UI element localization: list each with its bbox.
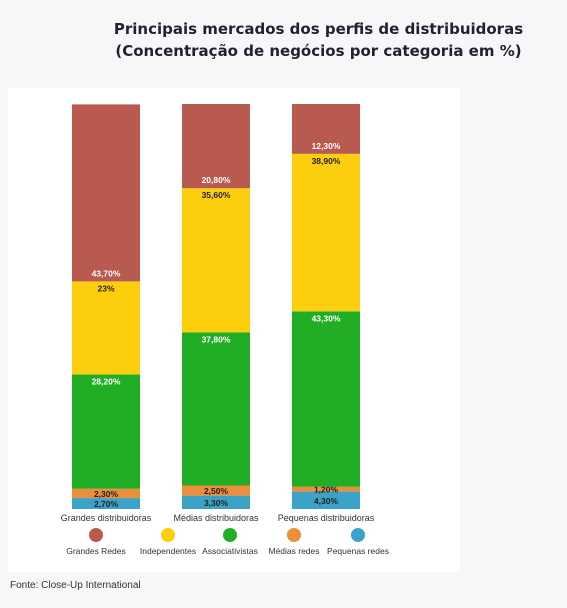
category-label: Pequenas distribuidoras xyxy=(278,513,375,523)
data-label: 28,20% xyxy=(92,377,121,387)
bar-segment xyxy=(72,374,140,489)
chart-card: 2,70% 2,30% 28,20% 23% 43,70% Grandes distrib… xyxy=(8,88,460,572)
bar-segment xyxy=(182,485,250,496)
bar-segment xyxy=(72,104,140,282)
chart-title-line1: Principais mercados dos perfis de distri… xyxy=(113,20,524,38)
category-label: Grandes distribuidoras xyxy=(61,513,152,523)
legend-marker xyxy=(351,528,365,542)
bar-segment xyxy=(182,188,250,333)
legend-label: Independentes xyxy=(140,546,196,556)
chart-title-line2: (Concentração de negócios por categoria … xyxy=(115,42,522,60)
legend-marker xyxy=(223,528,237,542)
bar-segment xyxy=(182,104,250,189)
legend-label: Médias redes xyxy=(268,546,319,556)
data-label: 23% xyxy=(97,283,114,293)
bar-segment xyxy=(292,153,360,312)
bar-segment xyxy=(292,104,360,154)
bar-segment xyxy=(72,488,140,499)
data-label: 4,30% xyxy=(314,496,339,506)
category-label: Médias distribuidoras xyxy=(173,513,259,523)
legend-label: Grandes Redes xyxy=(66,546,126,556)
bar-segment xyxy=(292,491,360,509)
bar-segment xyxy=(292,311,360,487)
data-label: 38,90% xyxy=(312,156,341,166)
data-label: 35,60% xyxy=(202,190,231,200)
data-label: 1,20% xyxy=(314,485,339,495)
legend-marker xyxy=(89,528,103,542)
data-label: 2,70% xyxy=(94,499,119,509)
legend-marker xyxy=(161,528,175,542)
bar-segment xyxy=(292,486,360,492)
data-label: 2,50% xyxy=(204,486,229,496)
legend-label: Associativistas xyxy=(202,546,258,556)
data-label: 20,80% xyxy=(202,175,231,185)
data-label: 43,70% xyxy=(92,268,121,278)
bar-segment xyxy=(72,281,140,375)
legend-label: Pequenas redes xyxy=(327,546,389,556)
source-note: Fonte: Close-Up International xyxy=(10,580,141,591)
data-label: 2,30% xyxy=(94,489,119,499)
chart-title: Principais mercados dos perfis de distri… xyxy=(0,18,567,62)
bar-segment xyxy=(182,332,250,486)
data-label: 3,30% xyxy=(204,498,229,508)
data-label: 37,80% xyxy=(202,334,231,344)
bar-segment xyxy=(182,495,250,509)
stacked-bar-chart: 2,70%2,30% 28,20% 23% 43,70% Grandes distrib… xyxy=(61,104,389,556)
legend-marker xyxy=(287,528,301,542)
data-label: 43,30% xyxy=(312,313,341,323)
data-label: 12,30% xyxy=(312,141,341,151)
bar-segment xyxy=(72,498,140,509)
